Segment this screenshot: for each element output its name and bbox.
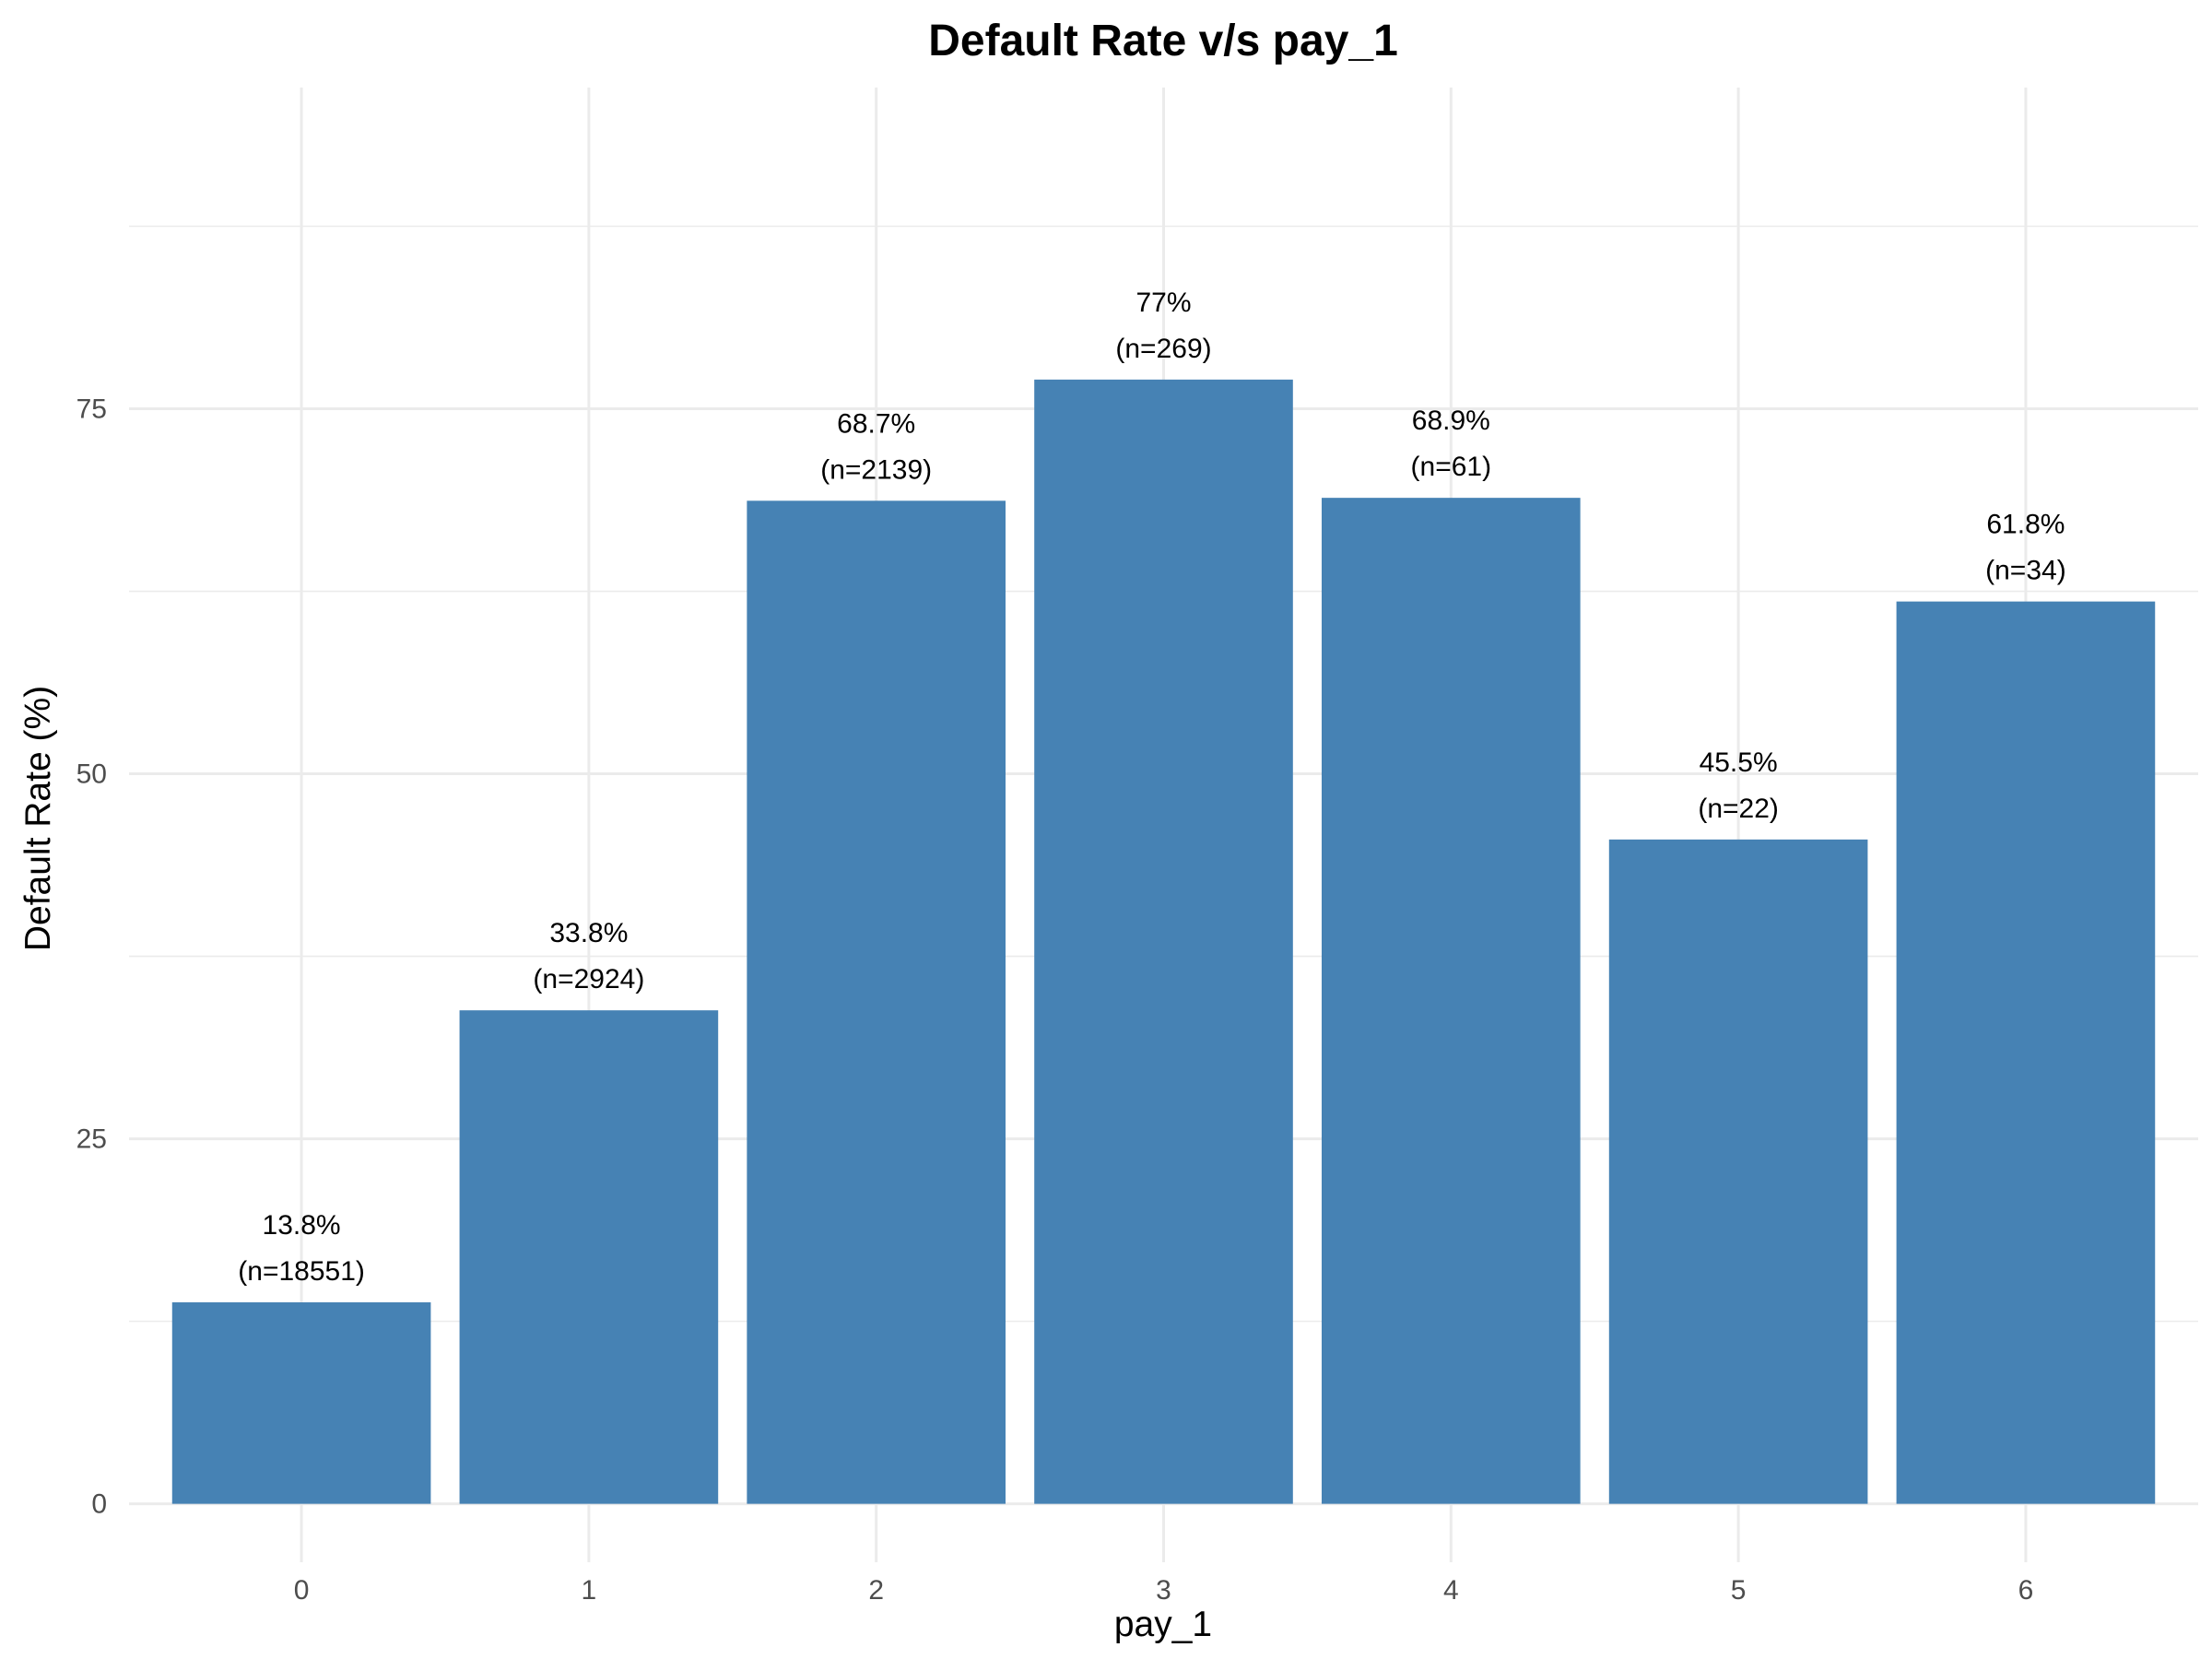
y-tick-label: 0 [91,1489,107,1520]
bar-5 [1608,839,1868,1504]
x-tick-label: 6 [2018,1575,2034,1606]
x-tick-label: 4 [1443,1575,1459,1606]
bars [171,379,2156,1504]
x-tick-label: 0 [294,1575,310,1606]
y-tick-label: 75 [76,394,107,425]
data-label-count: (n=34) [1985,556,2066,586]
bar-2 [747,500,1006,1504]
data-labels: 13.8% (n=18551) 33.8% (n=2924) 68.7% (n=2139)… [238,288,2065,1287]
y-axis-title: Default Rate (%) [18,686,58,951]
data-label-count: (n=18551) [238,1256,365,1287]
data-label-count: (n=2139) [820,454,932,485]
y-axis-ticks: 0 25 50 75 [76,394,107,1520]
x-tick-label: 3 [1156,1575,1171,1606]
x-tick-label: 5 [1731,1575,1747,1606]
data-label-count: (n=22) [1698,794,1779,824]
data-label-value: 77% [1135,288,1191,318]
bar-0 [171,1302,431,1504]
bar-3 [1034,379,1293,1504]
data-label-value: 68.9% [1412,406,1490,436]
data-label-count: (n=269) [1115,334,1211,364]
x-axis-title: pay_1 [1114,1605,1212,1644]
x-axis-ticks: 0 1 2 3 4 5 6 [294,1575,2034,1606]
bar-1 [459,1010,719,1504]
y-tick-label: 25 [76,1124,107,1155]
data-label-value: 68.7% [837,408,915,439]
x-tick-label: 2 [868,1575,884,1606]
data-label-value: 61.8% [1986,510,2065,540]
bar-6 [1896,601,2156,1504]
x-tick-label: 1 [582,1575,597,1606]
chart-title: Default Rate v/s pay_1 [928,17,1398,65]
bar-4 [1321,498,1581,1504]
data-label-value: 45.5% [1700,747,1778,778]
data-label-value: 33.8% [549,918,628,948]
data-label-count: (n=2924) [533,964,644,994]
data-label-count: (n=61) [1411,452,1492,482]
y-tick-label: 50 [76,759,107,790]
data-label-value: 13.8% [263,1210,341,1241]
